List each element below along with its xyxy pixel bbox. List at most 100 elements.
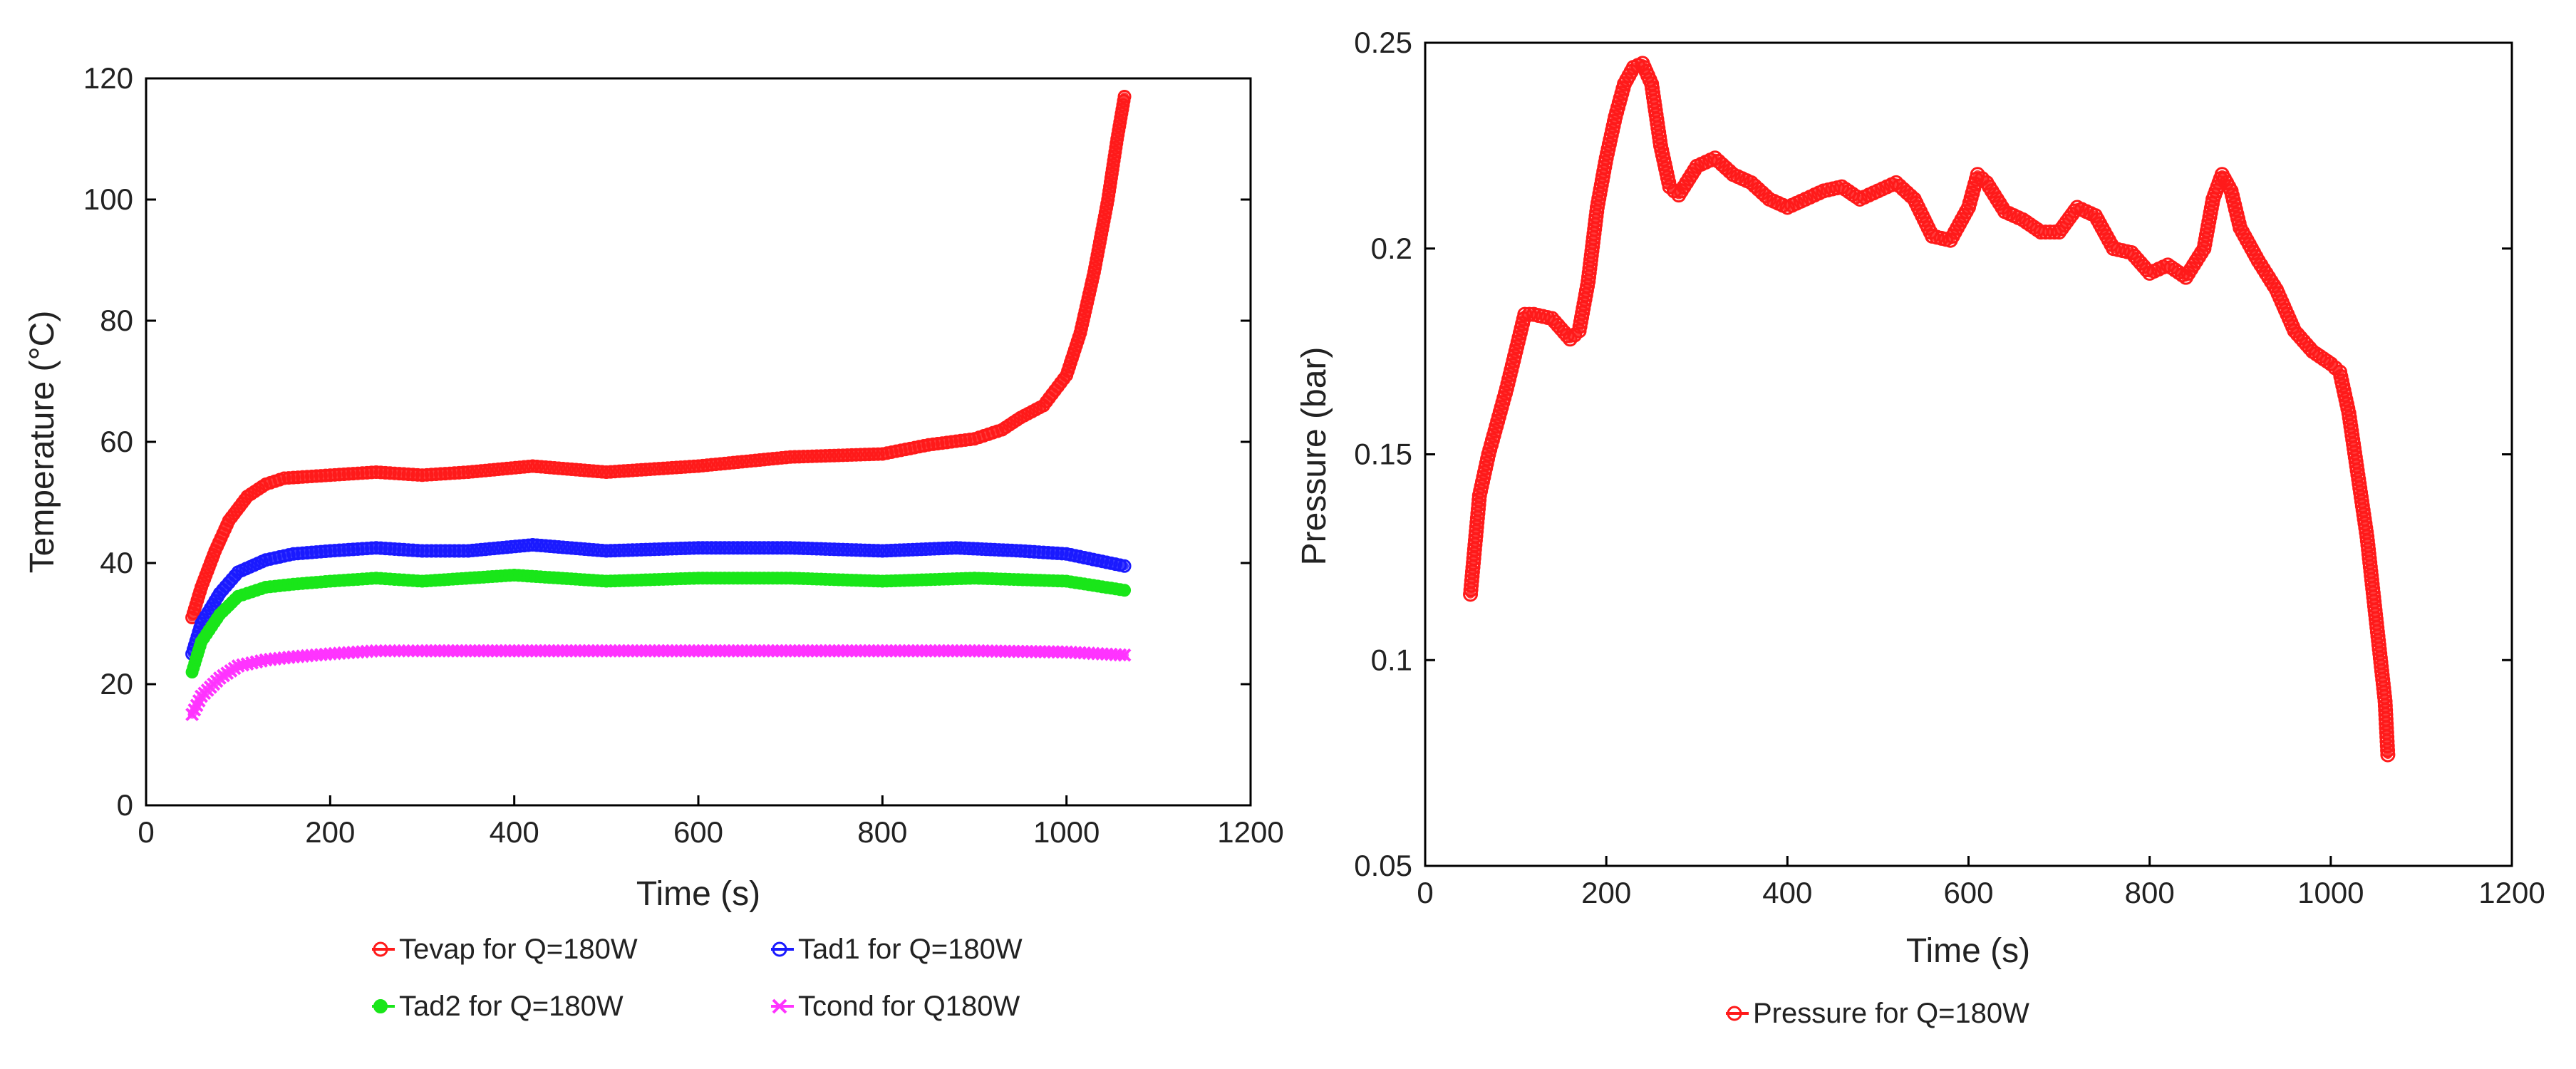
- pressure-x-tick-label: 400: [1762, 876, 1812, 909]
- pressure-y-axis-label: Pressure (bar): [1295, 347, 1333, 566]
- data-point-interp: [713, 457, 728, 471]
- data-point-interp: [792, 541, 806, 555]
- data-point-interp: [744, 541, 758, 555]
- data-point-interp: [752, 453, 767, 467]
- temperature-series: [185, 90, 1132, 721]
- data-point-interp: [433, 467, 448, 481]
- data-point-interp: [378, 465, 393, 480]
- data-point-interp: [638, 463, 653, 477]
- data-point: [783, 541, 797, 555]
- data-point-interp: [378, 542, 393, 556]
- data-point-interp: [630, 463, 644, 477]
- data-point-interp: [530, 538, 544, 552]
- data-point-interp: [748, 541, 762, 555]
- data-point-interp: [1041, 546, 1055, 560]
- data-point-interp: [491, 541, 505, 555]
- data-point-interp: [433, 544, 448, 558]
- data-point-interp: [512, 460, 527, 475]
- data-point-interp: [406, 543, 420, 557]
- data-point-interp: [1000, 543, 1015, 557]
- data-point-interp: [517, 539, 531, 553]
- data-point-interp: [761, 541, 775, 555]
- pressure-x-tick-label: 200: [1581, 876, 1631, 909]
- data-point-interp: [735, 455, 750, 469]
- data-point-interp: [884, 544, 898, 557]
- data-point-interp: [465, 465, 480, 479]
- data-point-interp: [713, 541, 728, 555]
- data-point-interp: [300, 470, 314, 484]
- data-point-interp: [604, 544, 618, 558]
- data-point-interp: [543, 539, 557, 553]
- data-point-interp: [569, 542, 583, 555]
- data-point-interp: [521, 538, 535, 552]
- temperature-y-tick-label: 40: [100, 546, 133, 579]
- data-point-interp: [470, 543, 484, 557]
- data-point-interp: [709, 541, 723, 555]
- data-point-interp: [504, 539, 518, 554]
- data-point-interp: [757, 541, 771, 555]
- data-point-interp: [595, 544, 609, 557]
- data-point-interp: [328, 468, 342, 482]
- data-point: [2323, 356, 2339, 371]
- data-point-interp: [871, 447, 885, 461]
- data-point: [526, 538, 539, 552]
- data-point-interp: [616, 543, 631, 557]
- data-point-interp: [823, 448, 837, 463]
- data-point-interp: [392, 467, 406, 481]
- legend-marker: [1727, 1006, 1742, 1021]
- data-point-interp: [966, 542, 981, 556]
- data-point-interp: [634, 463, 648, 477]
- data-point-interp: [779, 450, 793, 465]
- data-point-interp: [560, 541, 574, 554]
- data-point-interp: [443, 466, 457, 480]
- data-point-interp: [652, 542, 666, 557]
- pressure-y-tick-label: 0.25: [1354, 26, 1412, 59]
- data-point-interp: [314, 544, 328, 559]
- pressure-y-ticks: 0.05 0.1 0.15 0.2 0.25: [1354, 26, 2512, 882]
- data-point-interp: [867, 544, 881, 558]
- legend-marker: [373, 941, 388, 957]
- data-point-interp: [740, 541, 754, 555]
- data-point-interp: [586, 543, 601, 557]
- data-point-interp: [630, 543, 644, 557]
- data-point-interp: [761, 452, 775, 466]
- data-point: [691, 459, 705, 473]
- data-point-interp: [940, 435, 954, 450]
- data-point-interp: [757, 453, 771, 467]
- temperature-legend: Tevap for Q=180W Tad1 for Q=180W Tad2 for …: [372, 934, 1023, 1022]
- data-point-interp: [438, 544, 452, 558]
- data-point: [691, 541, 705, 555]
- data-point-interp: [482, 542, 497, 556]
- temperature-plot-frame: [145, 77, 1252, 807]
- data-point-interp: [926, 437, 940, 451]
- data-point: [415, 468, 429, 482]
- data-point-interp: [854, 448, 868, 462]
- data-point-interp: [420, 544, 434, 558]
- data-point-interp: [730, 455, 745, 470]
- legend-item-tcond-for-q180w: Tcond for Q180W: [771, 991, 1020, 1022]
- legend-label: Tad1 for Q=180W: [798, 934, 1023, 965]
- data-point-interp: [854, 543, 868, 557]
- data-point-interp: [683, 460, 697, 474]
- data-point-interp: [388, 542, 402, 556]
- pressure-x-axis-label: Time (s): [1906, 932, 2030, 970]
- data-point-interp: [787, 450, 802, 464]
- data-point-interp: [564, 541, 579, 555]
- data-point-interp: [401, 543, 415, 557]
- pressure-y-tick-label: 0.15: [1354, 438, 1412, 471]
- data-point: [599, 465, 614, 479]
- pressure-y-tick-label: 0.2: [1371, 232, 1412, 265]
- data-point-interp: [669, 460, 683, 475]
- data-point-interp: [406, 468, 420, 482]
- data-point-interp: [397, 542, 411, 557]
- data-point: [369, 465, 383, 479]
- data-point-interp: [958, 433, 973, 447]
- data-point-interp: [704, 458, 718, 472]
- data-point-interp: [770, 451, 785, 465]
- data-point-interp: [945, 541, 959, 555]
- data-point-interp: [992, 543, 1006, 557]
- data-point-interp: [521, 460, 535, 474]
- legend-label: Tevap for Q=180W: [399, 934, 638, 965]
- data-point-interp: [305, 469, 319, 483]
